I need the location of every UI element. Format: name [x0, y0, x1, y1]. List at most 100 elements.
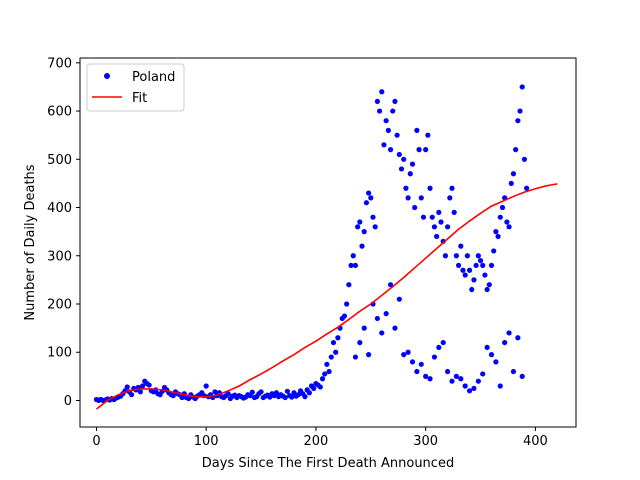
scatter-point — [418, 361, 424, 367]
scatter-point — [506, 224, 512, 230]
scatter-point — [449, 185, 455, 191]
scatter-point — [289, 394, 295, 400]
plot-frame — [79, 57, 577, 428]
scatter-point — [502, 339, 508, 346]
scatter-point — [387, 147, 394, 153]
scatter-point — [381, 142, 387, 148]
scatter-point — [429, 214, 435, 220]
scatter-point — [374, 315, 380, 322]
scatter-point — [379, 89, 385, 95]
scatter-point — [493, 229, 499, 235]
scatter-point — [405, 349, 411, 355]
fit-line — [95, 183, 558, 410]
scatter-point — [445, 368, 451, 375]
scatter-point — [434, 233, 440, 240]
x-tick-label: 0 — [92, 434, 100, 449]
scatter-point — [328, 354, 334, 360]
scatter-point — [374, 98, 380, 105]
scatter-point — [508, 180, 514, 187]
scatter-point — [447, 195, 453, 201]
legend: Poland Fit — [86, 63, 185, 112]
scatter-point — [385, 127, 391, 133]
scatter-point — [352, 354, 359, 360]
x-tick-label: 100 — [194, 434, 219, 449]
scatter-point — [361, 325, 367, 331]
scatter-point — [326, 368, 332, 375]
scatter-point — [464, 253, 470, 259]
y-tick-label: 400 — [47, 201, 72, 216]
scatter-point — [416, 147, 422, 153]
scatter-point — [524, 185, 530, 191]
scatter-point — [482, 272, 488, 278]
scatter-point — [372, 224, 378, 230]
scatter-point — [453, 373, 459, 379]
scatter-point — [477, 257, 484, 264]
scatter-point — [423, 147, 429, 153]
scatter-point — [330, 339, 337, 346]
scatter-point — [475, 253, 481, 259]
scatter-point — [350, 253, 356, 259]
scatter-point — [455, 262, 462, 269]
scatter-point — [302, 394, 308, 400]
scatter-point — [170, 393, 176, 399]
scatter-point — [460, 267, 466, 273]
scatter-point — [471, 277, 477, 283]
x-tick-label: 400 — [523, 434, 548, 449]
scatter-point — [392, 98, 398, 105]
scatter-point — [510, 171, 517, 177]
scatter-point — [282, 394, 288, 401]
scatter-point — [491, 248, 497, 254]
y-axis-title: Number of Daily Deaths — [23, 164, 38, 320]
scatter-point — [179, 394, 185, 401]
scatter-point — [311, 385, 317, 392]
scatter-point — [515, 118, 521, 124]
scatter-point — [436, 344, 442, 351]
scatter-point — [469, 286, 475, 293]
y-tick-label: 0 — [64, 394, 72, 409]
scatter-point — [499, 204, 506, 211]
x-axis-ticks: 0 100 200 300 400 — [92, 427, 548, 449]
scatter-point — [383, 118, 389, 124]
scatter-point — [394, 132, 400, 138]
scatter-point — [128, 392, 135, 398]
scatter-point — [137, 389, 143, 395]
scatter-point — [366, 190, 372, 196]
scatter-point — [504, 219, 510, 225]
scatter-point — [493, 359, 499, 365]
x-axis-title: Days Since The First Death Announced — [202, 456, 454, 471]
scatter-point — [363, 200, 370, 206]
scatter-point — [403, 185, 409, 191]
scatter-point — [357, 339, 363, 346]
scatter-point — [379, 330, 385, 336]
scatter-point — [471, 385, 477, 392]
scatter-point — [438, 219, 444, 225]
scatter-point — [484, 344, 490, 351]
scatter-point — [407, 171, 413, 177]
scatter-point — [427, 376, 433, 382]
scatter-point — [442, 253, 449, 259]
x-tick-label: 200 — [304, 434, 329, 449]
scatter-point — [510, 368, 517, 375]
scatter-point — [425, 132, 431, 138]
scatter-point — [357, 219, 363, 225]
y-tick-label: 700 — [47, 56, 72, 71]
scatter-point — [273, 390, 280, 396]
scatter-point — [405, 195, 411, 201]
scatter-point — [506, 330, 512, 336]
scatter-point — [513, 147, 519, 153]
scatter-point — [383, 311, 389, 317]
scatter-point — [361, 229, 367, 235]
scatter-point — [324, 361, 330, 367]
scatter-point — [295, 392, 301, 398]
scatter-point — [484, 286, 490, 293]
scatter-point — [473, 262, 479, 269]
scatter-point — [431, 354, 438, 360]
scatter-point — [348, 262, 354, 269]
scatter-point — [475, 378, 481, 384]
legend-marker-poland — [104, 73, 110, 79]
scatter-point — [396, 296, 402, 302]
scatter-point — [344, 301, 350, 307]
scatter-point — [401, 156, 407, 162]
plot-layer — [93, 84, 558, 410]
